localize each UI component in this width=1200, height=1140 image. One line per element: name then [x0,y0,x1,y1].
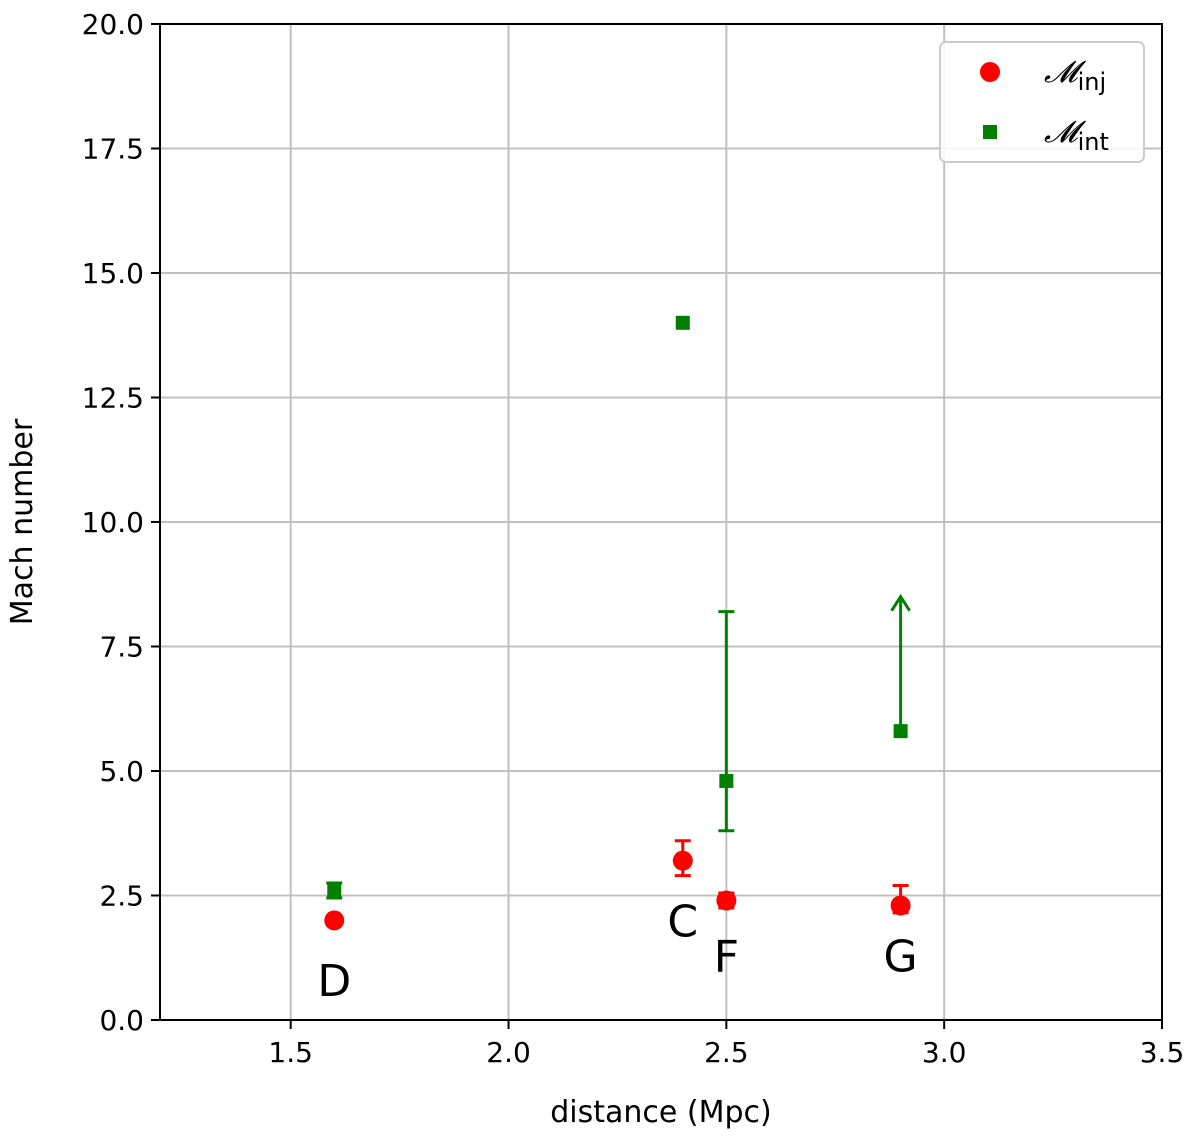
marks-layer [324,315,911,931]
legend-label-inj: 𝓜inj [1044,55,1106,96]
y-tick-label: 5.0 [99,755,144,788]
y-tick-label: 0.0 [99,1004,144,1037]
legend-subscript: int [1078,128,1109,156]
data-point-inj [672,850,693,871]
x-tick-label: 3.5 [1140,1036,1185,1069]
point-annotation: D [317,956,351,1007]
legend-subscript: inj [1078,68,1107,96]
x-tick-label: 2.5 [704,1036,749,1069]
y-tick-label: 7.5 [99,631,144,664]
point-annotation: C [667,896,698,947]
data-point-inj [890,895,911,916]
x-tick-label: 3.0 [922,1036,967,1069]
x-tick-label: 2.0 [486,1036,531,1069]
legend-box [939,41,1145,163]
data-point-inj [324,910,345,931]
x-axis-label: distance (Mpc) [550,1095,771,1130]
axes-layer: 1.5 2.0 2.5 3.0 3.5 0.0 2.5 5.0 7.5 10.0 12.5 15.0 1… [5,8,1184,1130]
data-point-int [719,773,734,788]
y-tick-label: 10.0 [82,506,144,539]
y-tick-label: 2.5 [99,880,144,913]
data-point-int [327,883,342,898]
y-tick-label: 15.0 [82,257,144,290]
legend-marker-int [983,125,997,139]
data-point-int [675,315,690,330]
y-tick-label: 17.5 [82,133,144,166]
y-tick-label: 20.0 [82,8,144,41]
grid-layer [160,23,1163,1021]
lower-limit-arrow-head [890,593,911,612]
legend-marker-inj [980,62,1000,82]
x-tick-label: 1.5 [268,1036,313,1069]
y-axis-label: Mach number [5,418,40,625]
y-tick-label: 12.5 [82,382,144,415]
data-point-int [893,724,908,739]
point-annotation: F [714,931,739,982]
data-point-inj [716,890,737,911]
point-annotation: G [884,931,918,982]
annotation-layer: D CF G [317,896,917,1007]
